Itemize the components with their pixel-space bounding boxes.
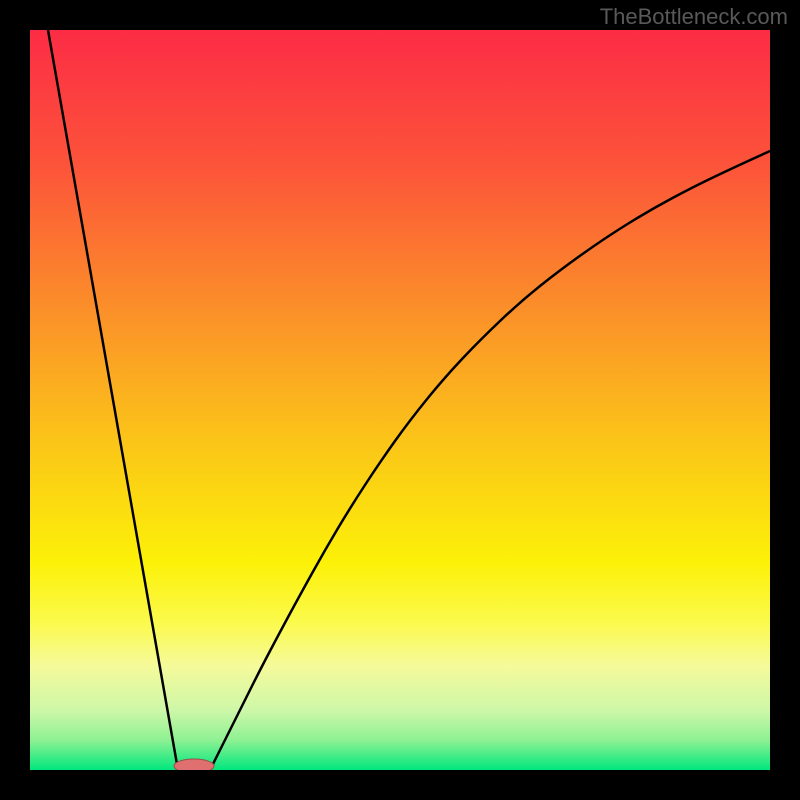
chart-container: TheBottleneck.com [0,0,800,800]
chart-svg [30,30,770,770]
watermark-text: TheBottleneck.com [600,4,788,30]
minimum-marker [174,759,214,770]
plot-area [30,30,770,770]
gradient-rect [30,30,770,770]
